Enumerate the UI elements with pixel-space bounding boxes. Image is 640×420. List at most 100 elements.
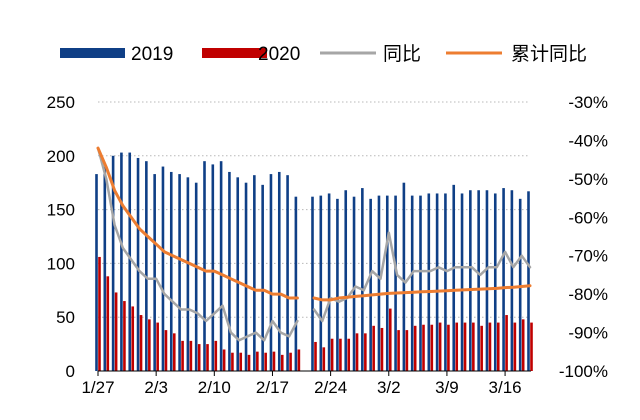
y-right-tick-label: -40%	[568, 131, 608, 150]
bar-2019	[518, 198, 522, 371]
bar-2020	[297, 349, 301, 371]
series-2019-bars	[95, 152, 530, 371]
x-tick-label: 3/16	[489, 378, 522, 397]
y-left-tick-label: 0	[66, 362, 75, 381]
bar-2020	[380, 327, 384, 371]
bar-2019	[277, 171, 281, 371]
y-right-tick-label: -70%	[568, 247, 608, 266]
bar-2019	[178, 174, 181, 371]
bar-2019	[120, 152, 123, 371]
bar-2020	[314, 341, 317, 371]
bar-2020	[405, 330, 409, 371]
bar-2020	[123, 301, 126, 371]
bar-2020	[164, 330, 168, 371]
bar-2020	[139, 315, 143, 371]
bar-2020	[347, 338, 351, 371]
bar-2019	[493, 193, 497, 371]
bar-2019	[427, 193, 431, 371]
bar-2020	[496, 322, 500, 371]
bar-2019	[228, 171, 231, 371]
bar-2020	[272, 351, 276, 371]
y-right-tick-label: -100%	[559, 362, 608, 381]
bar-2020	[231, 352, 234, 371]
bar-2020	[131, 306, 135, 371]
x-tick-label: 2/17	[256, 378, 289, 397]
bar-2020	[480, 325, 483, 371]
bar-2019	[402, 182, 406, 371]
bar-2020	[264, 352, 267, 371]
legend-swatch-y2019	[60, 48, 125, 58]
bar-2019	[435, 193, 439, 371]
bar-2020	[181, 340, 184, 371]
series-2020-bars	[98, 256, 533, 371]
bar-2020	[388, 308, 392, 371]
bar-2020	[505, 315, 508, 371]
bar-2020	[114, 292, 118, 371]
bar-2019	[136, 157, 140, 371]
bar-2019	[327, 193, 331, 371]
bar-2020	[197, 344, 201, 371]
y-right-tick-label: -80%	[568, 285, 608, 304]
bar-2019	[319, 195, 323, 371]
bar-2019	[394, 195, 397, 371]
bar-2020	[289, 352, 292, 371]
bar-2020	[413, 325, 417, 371]
bar-2020	[364, 333, 367, 371]
bar-2020	[422, 324, 425, 371]
bar-2019	[244, 182, 248, 371]
bar-2020	[472, 322, 475, 371]
bar-2019	[502, 188, 505, 371]
bar-2020	[247, 354, 251, 371]
bar-2019	[460, 193, 464, 371]
y-left-tick-label: 50	[56, 308, 75, 327]
bar-2020	[530, 322, 533, 371]
bar-2019	[444, 193, 447, 371]
bar-2019	[261, 184, 264, 371]
bar-2019	[95, 174, 98, 371]
bar-2019	[352, 196, 356, 371]
bar-2019	[336, 198, 339, 371]
bar-2019	[311, 196, 314, 371]
y-left-tick-label: 100	[47, 254, 75, 273]
x-tick-label: 2/24	[314, 378, 347, 397]
bar-2019	[186, 177, 190, 371]
bar-2019	[111, 155, 115, 371]
bar-2019	[452, 184, 456, 371]
legend-label-y2019: 2019	[131, 44, 173, 65]
x-tick-label: 2/3	[144, 378, 168, 397]
bar-2019	[485, 190, 489, 371]
bar-2020	[330, 338, 334, 371]
bar-2019	[527, 191, 530, 371]
bar-2019	[477, 190, 480, 371]
y-left-tick-label: 250	[47, 93, 75, 112]
bar-2020	[280, 354, 284, 371]
bar-2019	[153, 174, 156, 371]
yoy-line	[312, 231, 532, 323]
bar-2019	[211, 164, 215, 371]
bar-2019	[410, 195, 414, 371]
bar-2019	[128, 152, 132, 371]
bar-2019	[377, 195, 381, 371]
cumulative-yoy-line	[312, 284, 532, 302]
y-right-tick-label: -90%	[568, 324, 608, 343]
x-tick-label: 3/2	[377, 378, 401, 397]
bar-2019	[161, 166, 165, 371]
legend-label-cumulative_yoy: 累计同比	[511, 43, 587, 65]
axes: 1/27 2/3 2/10 2/17 2/24 3/2 3/9 3/16 0 50 100 150 20…	[47, 93, 608, 397]
bar-2020	[447, 324, 450, 371]
bar-2019	[236, 177, 240, 371]
line-series	[96, 146, 532, 342]
bar-2019	[169, 171, 173, 371]
bar-2019	[269, 174, 273, 371]
bar-2020	[214, 340, 218, 371]
bar-2019	[286, 175, 289, 371]
bar-2020	[397, 330, 400, 371]
y-left-tick-label: 200	[47, 147, 75, 166]
bar-2019	[145, 161, 148, 371]
y-right-tick-label: -60%	[568, 208, 608, 227]
bar-2020	[339, 338, 342, 371]
bar-2020	[372, 325, 375, 371]
bar-2020	[148, 319, 151, 371]
bar-2020	[463, 322, 467, 371]
